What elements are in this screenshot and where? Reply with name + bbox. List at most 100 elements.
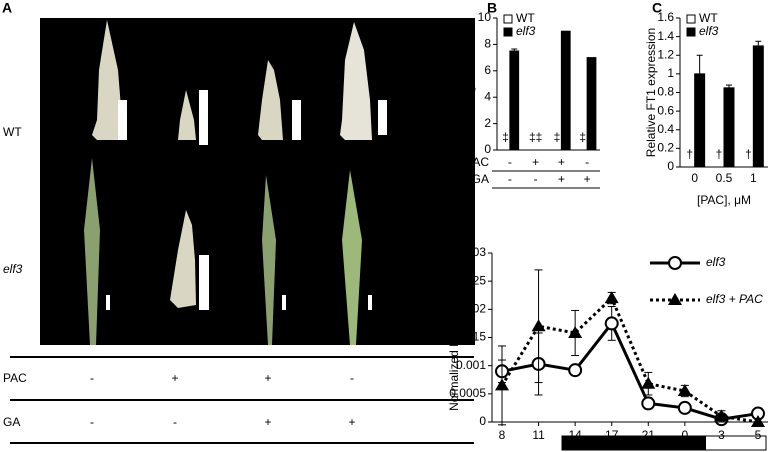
legend-swatch — [686, 27, 696, 37]
series-line — [500, 295, 759, 424]
treatment-value: - — [534, 172, 538, 186]
point — [714, 409, 729, 422]
annotation: † — [745, 147, 752, 161]
apex — [258, 60, 283, 140]
x-tick-label: 1 — [750, 171, 757, 185]
scale-bar — [199, 255, 209, 310]
treatment-label: PAC — [3, 371, 27, 385]
y-tick-label: 0 — [667, 159, 674, 173]
treatment-value: + — [348, 415, 355, 429]
point — [677, 384, 692, 397]
point — [568, 325, 583, 338]
y-tick-label: 0.2 — [657, 141, 674, 155]
y-tick-label: 1.4 — [657, 29, 674, 43]
bar — [586, 57, 597, 151]
y-tick-label: 1.6 — [657, 10, 674, 24]
series-line — [501, 320, 759, 421]
scale-bar — [106, 295, 110, 310]
legend-label: elf3 + PAC — [706, 292, 763, 306]
treatment-value: - — [90, 415, 94, 429]
x-axis-title: [PAC], μM — [697, 193, 751, 207]
y-axis-title: Flowering time, TLN — [462, 30, 476, 137]
scale-bar — [378, 100, 387, 135]
treatment-value: + — [584, 172, 591, 186]
treatment-value: + — [558, 155, 565, 169]
legend-swatch — [686, 14, 696, 24]
point — [604, 291, 619, 304]
scale-bar — [368, 295, 372, 310]
annotation: ‡ — [502, 130, 509, 144]
legend-label: WT — [699, 11, 718, 25]
legend-label: elf3 — [706, 255, 726, 269]
y-tick-label: 0.001 — [456, 358, 486, 372]
x-tick-label: 0 — [682, 428, 689, 442]
treatment-value: + — [264, 415, 271, 429]
apex — [170, 210, 196, 308]
treatment-value: - — [173, 415, 177, 429]
y-tick-label: 10 — [478, 10, 492, 24]
annotation: ‡ — [554, 130, 561, 144]
x-tick-label: 11 — [532, 428, 545, 442]
treatment-value: - — [508, 172, 512, 186]
point — [641, 396, 656, 411]
scale-bar — [282, 295, 286, 310]
spike — [342, 170, 362, 345]
y-tick-label: 6 — [484, 63, 491, 77]
scale-bar — [199, 90, 208, 145]
y-tick-label: 0.6 — [657, 103, 674, 117]
bar — [723, 87, 735, 168]
spike — [262, 175, 276, 345]
treatment-label: GA — [3, 415, 20, 429]
treatment-label: GA — [472, 172, 489, 186]
point — [751, 415, 765, 427]
treatment-value: + — [532, 155, 539, 169]
treatment-value: + — [264, 371, 271, 385]
point — [531, 319, 546, 332]
x-tick-label: 21 — [642, 428, 656, 442]
legend-label: elf3 — [516, 24, 536, 38]
point — [677, 400, 692, 415]
y-tick-label: 0.4 — [657, 122, 674, 136]
legend-swatch — [503, 14, 513, 24]
legend-swatch — [503, 27, 513, 37]
annotation: † — [686, 147, 693, 161]
y-tick-label: 2 — [484, 116, 491, 130]
night-period — [562, 436, 706, 450]
spike — [84, 158, 100, 345]
y-tick-label: 0 — [484, 142, 491, 156]
x-tick-label: 0.5 — [716, 171, 733, 185]
x-tick-label: 5 — [755, 428, 762, 442]
x-tick-label: 0 — [691, 171, 698, 185]
annotation: ‡ — [579, 130, 586, 144]
y-tick-label: 1.2 — [657, 47, 674, 61]
apex — [178, 90, 196, 140]
y-tick-label: 0 — [479, 414, 486, 428]
legend-marker — [668, 293, 682, 305]
y-tick-label: 0.0025 — [449, 273, 486, 287]
y-tick-label: 0.003 — [456, 245, 486, 259]
treatment-label: PAC — [465, 155, 489, 169]
point — [495, 378, 509, 391]
x-tick-label: 8 — [499, 428, 506, 442]
treatment-value: - — [350, 371, 354, 385]
legend-label: elf3 — [699, 24, 719, 38]
annotation: ‡‡ — [529, 130, 542, 144]
y-axis-title: Normalized FT1 expression — [447, 264, 461, 411]
y-tick-label: 0.0015 — [449, 330, 486, 344]
apex — [340, 22, 372, 140]
y-tick-label: 0.0005 — [449, 386, 486, 400]
panel-label: C — [652, 0, 662, 16]
treatment-value: + — [171, 371, 178, 385]
x-tick-label: 3 — [718, 428, 725, 442]
photo-panel — [10, 18, 475, 444]
bar — [752, 45, 764, 168]
row-label: WT — [3, 125, 22, 139]
apex — [92, 20, 125, 140]
row-label: elf3 — [3, 262, 23, 276]
legend-marker — [668, 256, 682, 270]
scale-bar — [118, 100, 127, 140]
treatment-value: - — [585, 155, 589, 169]
point — [604, 316, 619, 331]
x-tick-label: 14 — [568, 428, 582, 442]
